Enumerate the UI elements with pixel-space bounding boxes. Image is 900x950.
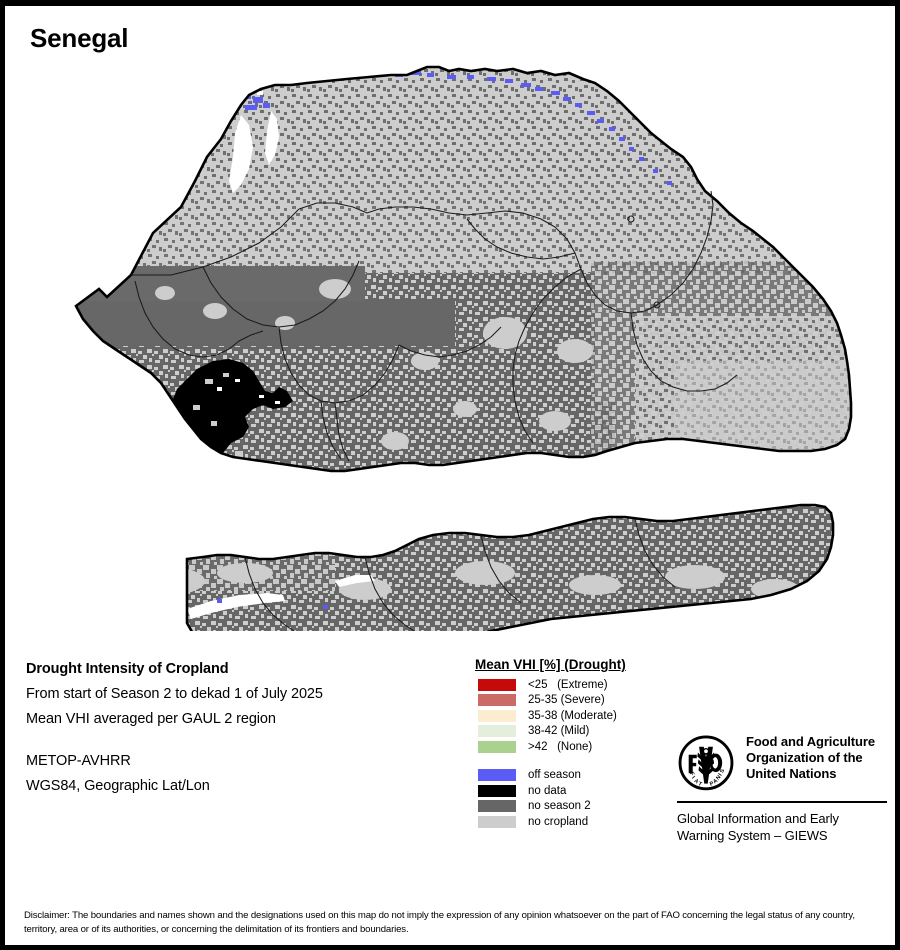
legend-item-no-cropland[interactable]: no cropland <box>475 814 675 830</box>
description-sensor: METOP-AVHRR <box>26 753 131 769</box>
map-legend: Mean VHI [%] (Drought) <25 (Extreme) 25-… <box>475 657 675 830</box>
giews-line1: Global Information and Early <box>677 811 839 826</box>
description-heading: Drought Intensity of Cropland <box>26 661 229 677</box>
giews-system-name: Global Information and Early Warning Sys… <box>677 810 887 844</box>
senegal-choropleth-map[interactable] <box>35 61 875 631</box>
map-canvas[interactable] <box>35 61 875 631</box>
legend-title: Mean VHI [%] (Drought) <box>475 657 626 672</box>
legend-item-moderate[interactable]: 35-38 (Moderate) <box>475 708 675 724</box>
legend-label-none: >42 (None) <box>528 740 593 753</box>
fao-motto-f: F <box>688 771 695 778</box>
fao-motto-p: P <box>709 781 715 788</box>
description-metric: Mean VHI averaged per GAUL 2 region <box>26 711 276 727</box>
legend-label-severe: 25-35 (Severe) <box>528 694 605 707</box>
legend-item-no-data[interactable]: no data <box>475 783 675 799</box>
description-period: From start of Season 2 to dekad 1 of Jul… <box>26 686 323 702</box>
fao-motto-i: I <box>690 775 696 781</box>
legend-label-extreme: <25 (Extreme) <box>528 678 608 691</box>
legend-swatch-off-season <box>478 769 516 782</box>
fao-name-line2: Organization of the <box>746 750 863 765</box>
description-projection: WGS84, Geographic Lat/Lon <box>26 778 210 794</box>
legend-label-no-season-2: no season 2 <box>528 800 591 813</box>
legend-label-no-cropland: no cropland <box>528 815 589 828</box>
admin2-boundaries <box>131 190 738 631</box>
water-slivers <box>229 91 279 193</box>
legend-item-mild[interactable]: 38-42 (Mild) <box>475 724 675 740</box>
legend-item-severe[interactable]: 25-35 (Severe) <box>475 693 675 709</box>
legend-item-none[interactable]: >42 (None) <box>475 739 675 755</box>
fao-motto-a: A <box>693 778 700 785</box>
fao-motto-t: T <box>697 781 703 788</box>
legend-item-extreme[interactable]: <25 (Extreme) <box>475 677 675 693</box>
fao-name-line1: Food and Agriculture <box>746 734 875 749</box>
fao-motto-i2: I <box>718 772 724 777</box>
map-description-block: Drought Intensity of Cropland From start… <box>26 661 446 803</box>
legend-swatch-no-cropland <box>478 815 516 828</box>
legend-swatch-severe <box>478 694 516 707</box>
national-boundary-casamance <box>185 503 835 631</box>
legend-swatch-no-data <box>478 784 516 797</box>
legend-swatch-moderate <box>478 709 516 722</box>
fao-emblem-icon: F I A T P A N I S <box>678 735 734 791</box>
fao-divider <box>677 801 887 803</box>
legend-swatch-none <box>478 740 516 753</box>
fao-branding-block: F I A T P A N I S Food and Agriculture O… <box>677 734 887 844</box>
fao-motto-a2: A <box>712 778 719 785</box>
legend-swatch-mild <box>478 725 516 738</box>
page-title: Senegal <box>30 23 129 53</box>
legend-label-no-data: no data <box>528 784 567 797</box>
fao-name-line3: United Nations <box>746 766 837 781</box>
fao-organization-name: Food and Agriculture Organization of the… <box>746 734 875 782</box>
national-boundary-north <box>74 65 853 473</box>
giews-line2: Warning System – GIEWS <box>677 828 828 843</box>
legend-item-no-season-2[interactable]: no season 2 <box>475 799 675 815</box>
legend-spacer <box>475 755 675 768</box>
legend-swatch-no-season-2 <box>478 800 516 813</box>
disclaimer-text: Disclaimer: The boundaries and names sho… <box>24 910 855 935</box>
legend-label-off-season: off season <box>528 769 581 782</box>
legend-label-mild: 38-42 (Mild) <box>528 725 590 738</box>
legend-item-off-season[interactable]: off season <box>475 768 675 784</box>
legend-label-moderate: 35-38 (Moderate) <box>528 709 617 722</box>
fao-motto-s: S <box>719 768 726 774</box>
fao-motto-n: N <box>715 774 722 781</box>
legend-swatch-extreme <box>478 678 516 691</box>
